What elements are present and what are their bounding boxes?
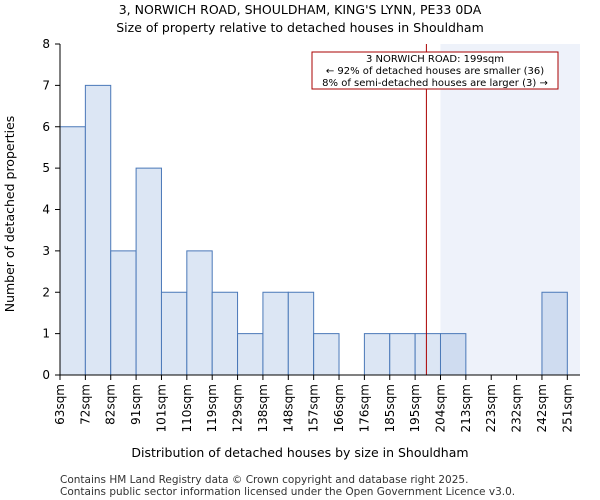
bar-110sqm (186, 250, 213, 376)
x-tick-label-213sqm: 213sqm (459, 384, 473, 432)
x-tick-label-185sqm: 185sqm (383, 384, 397, 432)
x-tick-label-166sqm: 166sqm (332, 384, 346, 432)
y-tick-label: 7 (42, 78, 50, 92)
y-tick-label: 3 (42, 244, 50, 258)
annotation-line-2: ← 92% of detached houses are smaller (36… (326, 66, 544, 77)
x-tick-label-251sqm: 251sqm (560, 384, 574, 432)
x-tick-label-72sqm: 72sqm (78, 384, 92, 425)
bars (59, 84, 568, 376)
y-tick-label: 2 (42, 285, 50, 299)
y-tick-label: 0 (42, 368, 50, 382)
x-tick-label-157sqm: 157sqm (307, 384, 321, 432)
annotation-frame (311, 51, 559, 90)
bar-63sqm (59, 126, 86, 376)
bar-91sqm (135, 167, 162, 376)
y-axis-label: Number of detached properties (2, 116, 17, 313)
x-tick-label-195sqm: 195sqm (408, 384, 422, 432)
y-tick-label: 1 (42, 327, 50, 341)
bar-242sqm (541, 291, 568, 376)
bar-148sqm (287, 291, 315, 376)
bar-72sqm (84, 84, 112, 376)
bar-138sqm (262, 291, 289, 376)
x-tick-label-63sqm: 63sqm (53, 384, 67, 425)
y-tick-label: 4 (42, 203, 50, 217)
x-tick-label-82sqm: 82sqm (104, 384, 118, 425)
x-tick-label-101sqm: 101sqm (154, 384, 168, 432)
x-axis-label: Distribution of detached houses by size … (131, 445, 468, 460)
bar-204sqm (439, 333, 467, 376)
bar-129sqm (237, 333, 264, 376)
bar-185sqm (389, 333, 416, 376)
footer-line-2: Contains public sector information licen… (60, 486, 515, 498)
bar-119sqm (211, 291, 239, 376)
annotation-box: 3 NORWICH ROAD: 199sqm ← 92% of detached… (311, 51, 559, 90)
x-ticks: 63sqm 72sqm 82sqm 91sqm 101sqm 110sqm 119sqm 12… (53, 375, 574, 432)
x-tick-label-148sqm: 148sqm (281, 384, 295, 432)
annotation-line-1: 3 NORWICH ROAD: 199sqm (366, 54, 504, 65)
x-tick-label-119sqm: 119sqm (205, 384, 219, 432)
y-tick-label: 8 (42, 37, 50, 51)
x-tick-label-204sqm: 204sqm (433, 384, 447, 432)
bar-195sqm (414, 333, 441, 376)
x-tick-label-91sqm: 91sqm (129, 384, 143, 425)
annotation-line-3: 8% of semi-detached houses are larger (3… (322, 78, 548, 89)
chart-subtitle: Size of property relative to detached ho… (116, 20, 484, 35)
bar-176sqm (363, 333, 391, 376)
y-ticks: 0 1 2 3 4 5 6 7 8 (42, 37, 60, 382)
x-tick-label-138sqm: 138sqm (256, 384, 270, 432)
y-tick-label: 6 (42, 120, 50, 134)
y-tick-label: 5 (42, 161, 50, 175)
bar-101sqm (160, 291, 188, 376)
x-tick-label-110sqm: 110sqm (180, 384, 194, 432)
chart-title: 3, NORWICH ROAD, SHOULDHAM, KING'S LYNN,… (119, 2, 482, 17)
footer-line-1: Contains HM Land Registry data © Crown c… (60, 474, 468, 486)
x-tick-label-129sqm: 129sqm (231, 384, 245, 432)
x-tick-label-176sqm: 176sqm (357, 384, 371, 432)
x-tick-label-232sqm: 232sqm (510, 384, 524, 432)
bar-82sqm (110, 250, 137, 376)
x-tick-label-242sqm: 242sqm (535, 384, 549, 432)
bar-157sqm (313, 333, 340, 376)
x-tick-label-223sqm: 223sqm (484, 384, 498, 432)
